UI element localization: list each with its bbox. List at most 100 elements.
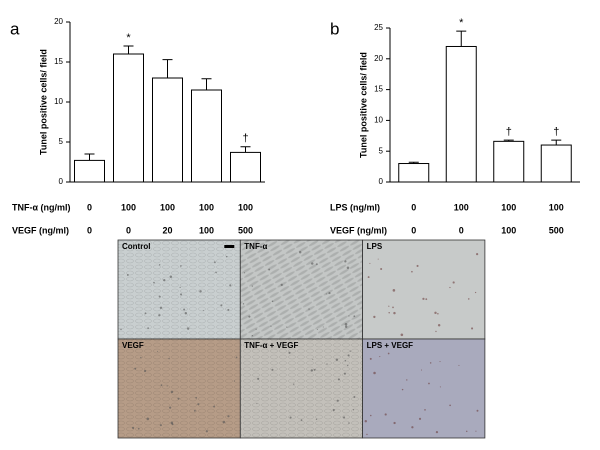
cell-dot bbox=[348, 422, 350, 424]
cell-dot bbox=[158, 314, 161, 317]
cell-dot bbox=[193, 409, 196, 412]
cell-dot bbox=[179, 293, 183, 296]
cell-dot bbox=[353, 396, 356, 398]
cell-dot bbox=[312, 358, 314, 360]
bar bbox=[152, 77, 183, 183]
cell-dot bbox=[144, 312, 147, 315]
cell-dot bbox=[300, 419, 303, 421]
cell-dot bbox=[163, 279, 166, 282]
cell-dot bbox=[449, 404, 451, 407]
cell-dot bbox=[392, 289, 396, 292]
cell-dot bbox=[332, 408, 335, 412]
cell-dot bbox=[418, 417, 422, 420]
cell-dot bbox=[420, 369, 423, 371]
y-tick-label: 20 bbox=[374, 54, 383, 63]
y-tick-label: 0 bbox=[59, 177, 64, 186]
cell-dot bbox=[434, 311, 437, 315]
x-tick-label: 100 bbox=[454, 202, 469, 212]
cell-dot bbox=[169, 406, 172, 409]
x-tick-label: 100 bbox=[121, 202, 136, 212]
cell-dot bbox=[126, 274, 129, 276]
cell-dot bbox=[346, 266, 350, 270]
cell-dot bbox=[199, 290, 202, 293]
x-tick-label: 0 bbox=[126, 225, 131, 235]
bar bbox=[445, 45, 477, 183]
cell-dot bbox=[280, 283, 283, 287]
x-tick-label: 0 bbox=[87, 225, 92, 235]
cell-dot bbox=[134, 367, 137, 370]
cell-dot bbox=[429, 362, 432, 364]
micrograph bbox=[362, 239, 486, 340]
micrograph-texture bbox=[240, 339, 363, 438]
cell-dot bbox=[422, 297, 425, 300]
row-label: VEGF (ng/ml) bbox=[330, 225, 387, 235]
cell-dot bbox=[373, 315, 376, 319]
x-tick-label: 20 bbox=[162, 225, 172, 235]
y-tick-label: 15 bbox=[54, 57, 63, 66]
bar bbox=[493, 140, 525, 183]
cell-dot bbox=[425, 298, 428, 301]
cell-dot bbox=[233, 380, 235, 382]
cell-dot bbox=[225, 255, 228, 258]
cell-dot bbox=[120, 328, 122, 331]
cell-dot bbox=[428, 382, 430, 385]
x-tick-label: 100 bbox=[501, 225, 516, 235]
cell-dot bbox=[370, 414, 372, 417]
cell-dot bbox=[270, 325, 272, 327]
cell-dot bbox=[248, 315, 251, 318]
cell-dot bbox=[271, 368, 274, 371]
y-tick-label: 5 bbox=[379, 146, 384, 155]
bar bbox=[540, 144, 572, 183]
y-tick-label: 20 bbox=[54, 17, 63, 26]
cell-dot bbox=[471, 327, 474, 330]
error-bar bbox=[240, 146, 251, 153]
cell-dot bbox=[289, 416, 292, 419]
cell-dot bbox=[286, 326, 288, 328]
cell-dot bbox=[227, 308, 230, 311]
panel-label: b bbox=[330, 19, 339, 38]
cell-dot bbox=[202, 310, 204, 312]
cell-dot bbox=[146, 417, 150, 421]
cell-dot bbox=[437, 324, 441, 327]
cell-dot bbox=[313, 368, 316, 371]
error-bar bbox=[551, 139, 562, 146]
error-bar bbox=[123, 45, 134, 54]
cell-dot bbox=[153, 281, 155, 284]
cell-dot bbox=[337, 378, 340, 381]
cell-dot bbox=[322, 326, 324, 328]
cell-dot bbox=[310, 369, 314, 372]
cell-dot bbox=[336, 399, 339, 402]
cell-dot bbox=[157, 350, 159, 352]
cell-dot bbox=[169, 275, 173, 279]
bar bbox=[191, 89, 222, 183]
cell-dot bbox=[435, 430, 439, 434]
cell-dot bbox=[160, 384, 163, 387]
cell-dot bbox=[251, 335, 254, 337]
significance-marker: * bbox=[459, 17, 464, 29]
cell-dot bbox=[186, 327, 190, 330]
cell-dot bbox=[288, 351, 291, 354]
cell-dot bbox=[166, 385, 168, 387]
cell-dot bbox=[343, 372, 346, 375]
cell-dot bbox=[439, 386, 441, 388]
cell-dot bbox=[366, 433, 368, 436]
cell-dot bbox=[271, 300, 274, 303]
cell-dot bbox=[195, 396, 198, 399]
y-tick-label: 0 bbox=[379, 177, 384, 186]
cell-dot bbox=[476, 253, 479, 256]
cell-dot bbox=[348, 315, 350, 317]
cell-dot bbox=[170, 390, 174, 394]
cell-dot bbox=[227, 415, 230, 418]
cell-dot bbox=[384, 413, 387, 416]
cell-dot bbox=[315, 263, 318, 265]
cell-dot bbox=[308, 308, 310, 310]
cell-dot bbox=[344, 323, 348, 326]
scale-bar bbox=[224, 245, 235, 248]
tile-label: LPS bbox=[367, 242, 383, 251]
cell-dot bbox=[168, 357, 170, 360]
cell-dot bbox=[367, 276, 370, 279]
cell-dot bbox=[392, 306, 394, 309]
cell-dot bbox=[205, 430, 208, 433]
cell-dot bbox=[159, 424, 162, 427]
